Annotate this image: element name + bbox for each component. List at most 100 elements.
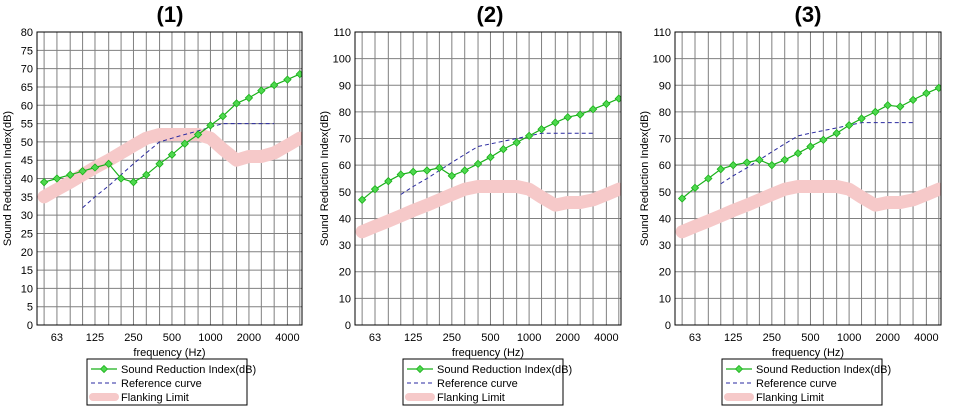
flanking-limit-line — [675, 180, 941, 239]
x-tick-label: 125 — [404, 332, 422, 344]
x-tick-label: 1000 — [837, 332, 861, 344]
sri-data-point — [806, 142, 815, 151]
sri-data-point — [832, 129, 841, 138]
y-tick-label: 100 — [333, 54, 351, 66]
sri-data-point — [499, 145, 508, 154]
legend-sri-marker — [734, 364, 744, 374]
x-tick-label: 4000 — [594, 332, 618, 344]
sri-data-point — [551, 118, 560, 127]
plot-border — [674, 31, 942, 326]
legend: Sound Reduction Index(dB) Reference curve… — [721, 358, 891, 406]
plot-series — [37, 69, 302, 209]
x-tick-label: 500 — [163, 332, 181, 344]
sri-data-point — [819, 135, 828, 145]
y-tick-label: 40 — [659, 213, 671, 225]
chart-title: (1) — [157, 2, 184, 27]
y-tick-label: 65 — [21, 82, 33, 94]
y-tick-label: 0 — [345, 320, 351, 332]
y-tick-label: 0 — [27, 320, 33, 332]
x-tick-label: 4000 — [275, 332, 299, 344]
y-axis-label: Sound Reduction Index(dB) — [319, 111, 331, 246]
vertical-grid — [361, 32, 620, 325]
y-tick-label: 20 — [339, 267, 351, 279]
sri-data-point — [512, 138, 521, 147]
plot-area — [355, 32, 621, 325]
sri-data-point — [116, 174, 126, 183]
x-tick-label: 63 — [369, 332, 381, 344]
x-tick-label: 250 — [763, 332, 781, 344]
y-tick-label: 30 — [21, 210, 33, 222]
sri-data-point — [473, 159, 483, 169]
x-tick-label: 125 — [724, 332, 742, 344]
sri-data-point — [104, 159, 113, 169]
legend-flanking-label: Flanking Limit — [756, 392, 824, 404]
y-tick-label: 60 — [659, 160, 671, 172]
sri-data-point — [871, 107, 880, 117]
y-axis-label: Sound Reduction Index(dB) — [2, 111, 14, 246]
sri-data-point — [193, 130, 203, 139]
sri-data-point — [167, 150, 177, 159]
legend-sri-marker — [99, 364, 109, 374]
y-tick-label: 45 — [21, 155, 33, 167]
y-tick-label: 40 — [339, 213, 351, 225]
y-tick-label: 20 — [21, 247, 33, 259]
y-tick-label: 110 — [333, 27, 351, 39]
sri-data-point — [39, 177, 49, 187]
x-tick-label: 250 — [443, 332, 461, 344]
y-tick-label: 70 — [659, 134, 671, 146]
sri-data-point — [206, 121, 215, 130]
legend-sri-marker — [415, 364, 425, 374]
x-tick-label: 500 — [801, 332, 819, 344]
plot-series — [355, 94, 621, 239]
x-tick-label: 63 — [51, 332, 63, 344]
sri-data-point — [90, 163, 100, 172]
reference-curve-line — [400, 132, 594, 195]
y-tick-label: 55 — [21, 119, 33, 131]
sri-data-point — [384, 176, 393, 186]
legend-sri-label: Sound Reduction Index(dB) — [437, 364, 572, 376]
y-tick-label: 50 — [339, 187, 351, 199]
plot-area — [675, 32, 941, 325]
y-tick-label: 80 — [339, 107, 351, 119]
sri-data-point — [755, 155, 764, 165]
sri-data-point — [588, 105, 598, 114]
x-tick-label: 500 — [481, 332, 499, 344]
sri-data-point — [563, 113, 572, 122]
sri-data-point — [704, 174, 713, 183]
flanking-limit-line — [37, 128, 302, 204]
legend-sri-label: Sound Reduction Index(dB) — [121, 364, 256, 376]
y-tick-label: 10 — [659, 293, 671, 305]
sri-data-point — [155, 159, 164, 169]
sri-data-point — [793, 149, 803, 158]
legend-flanking-label: Flanking Limit — [121, 392, 189, 404]
chart-panel-3: (3) 0 10 20 30 40 50 60 70 80 90 100 110 63 125 250 500 1… — [639, 2, 942, 406]
sri-data-point — [742, 158, 752, 167]
y-tick-label: 25 — [21, 228, 33, 240]
sri-data-point — [66, 170, 75, 180]
x-axis-label: frequency (Hz) — [133, 347, 205, 359]
sri-data-point — [218, 112, 228, 121]
y-tick-label: 50 — [659, 187, 671, 199]
sri-data-point — [370, 184, 380, 194]
y-axis-label: Sound Reduction Index(dB) — [639, 111, 651, 246]
legend-flanking-label: Flanking Limit — [437, 392, 505, 404]
x-tick-label: 2000 — [237, 332, 261, 344]
y-tick-label: 20 — [659, 267, 671, 279]
sri-data-point — [142, 170, 151, 180]
sri-data-point — [180, 139, 189, 148]
chart-title: (3) — [795, 2, 822, 27]
x-tick-label: 63 — [689, 332, 701, 344]
sri-data-point — [690, 183, 700, 192]
x-tick-label: 4000 — [914, 332, 938, 344]
y-tick-label: 110 — [653, 27, 671, 39]
flanking-limit-line — [355, 180, 621, 239]
x-tick-label: 1000 — [517, 332, 541, 344]
x-axis-label: frequency (Hz) — [772, 347, 844, 359]
y-tick-label: 30 — [339, 240, 351, 252]
y-tick-label: 0 — [665, 320, 671, 332]
x-tick-label: 250 — [124, 332, 142, 344]
y-tick-label: 50 — [21, 137, 33, 149]
y-tick-label: 10 — [21, 283, 33, 295]
sri-data-point — [422, 166, 432, 175]
